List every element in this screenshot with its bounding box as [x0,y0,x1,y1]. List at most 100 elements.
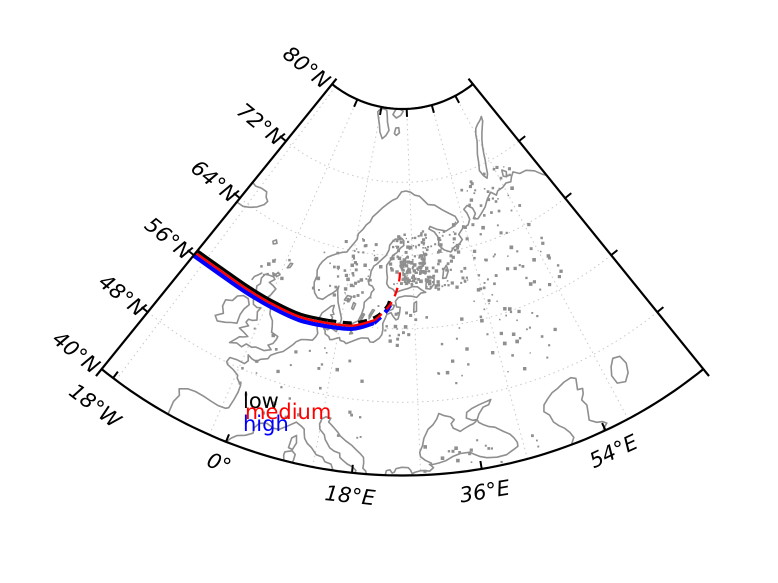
speckle [400,266,404,270]
speckle [507,167,511,171]
speckle [392,239,395,243]
speckle [397,256,402,260]
speckle [324,347,326,349]
speckle [421,263,425,267]
speckle [484,258,487,261]
lat-tick-left-72 [279,135,287,142]
speckle [516,250,519,253]
speckle [319,386,322,390]
speckle [449,259,453,263]
speckle [404,275,407,278]
speckle [506,174,509,177]
speckle [464,280,467,283]
speckle [498,187,501,190]
speckle [453,232,457,236]
speckle [404,250,408,254]
speckle [432,281,435,284]
coast-iceland-east [236,181,269,209]
speckle [344,292,346,294]
speckle [483,308,486,311]
speckle [454,221,457,223]
coastlines [167,108,629,476]
speckle [451,223,456,227]
speckle [434,286,437,289]
speckle [479,315,483,319]
speckle [425,266,429,270]
speckle [480,318,484,323]
speckle [373,254,376,257]
speckle [461,374,463,377]
speckle [473,300,475,302]
speckle [479,204,483,207]
speckle [436,280,440,284]
speckle [451,247,454,250]
speckle [429,276,432,279]
speckle [460,317,464,321]
speckle [556,264,560,267]
graticule-meridian [115,86,336,381]
lat-label-64n: 64°N [186,155,242,207]
speckle [497,198,499,200]
speckle [471,223,475,227]
speckle [426,270,428,273]
speckle [559,269,563,273]
speckle [499,318,501,321]
speckle [405,271,409,275]
speckle [449,254,453,258]
speckle [406,255,409,259]
speckle [413,277,417,281]
speckle [513,266,517,271]
speckle [373,250,375,252]
graticule-meridian [431,104,528,460]
speckle [446,262,450,266]
speckle [430,276,433,279]
speckle [426,275,429,278]
speckle [505,314,507,317]
frame-right-edge [467,78,710,377]
coast-bornholm [348,330,354,335]
speckle [500,460,503,464]
lat-label-72n: 72°N [232,98,288,150]
speckle [355,263,359,266]
speckle [421,261,426,265]
speckle [359,436,362,438]
speckle [406,269,411,273]
speckle [427,270,431,273]
speckle [423,445,427,449]
speckle [510,209,513,212]
coast-adriatic-balkan [318,416,368,475]
lat-tick-right-64 [564,192,572,199]
speckle [472,249,477,253]
speckle [546,254,551,258]
lon-tick-bottom [601,422,607,431]
legend-label-high: high [243,412,289,436]
speckle [413,263,417,267]
lon-tick-bottom [225,434,230,443]
speckle [395,270,399,274]
lat-tick-left-56 [186,249,195,256]
speckle [445,268,449,272]
speckle [428,463,431,466]
frame-top-arc [331,83,474,111]
track-low-dashed [327,299,392,325]
speckle [460,188,464,192]
speckle [401,261,405,264]
speckle [481,225,485,230]
speckle [455,337,458,340]
speckle [460,270,463,273]
speckle [359,278,364,282]
speckle [419,269,423,273]
speckle [424,278,429,282]
speckle [434,243,437,246]
speckle [344,273,348,277]
speckle [487,447,491,450]
speckle [414,318,418,322]
speckle [362,251,365,254]
speckle [419,233,423,237]
speckle [289,364,292,367]
speckle [466,190,468,192]
speckle [415,245,417,247]
speckle [454,446,458,450]
speckle [414,236,417,240]
speckle [333,265,336,269]
